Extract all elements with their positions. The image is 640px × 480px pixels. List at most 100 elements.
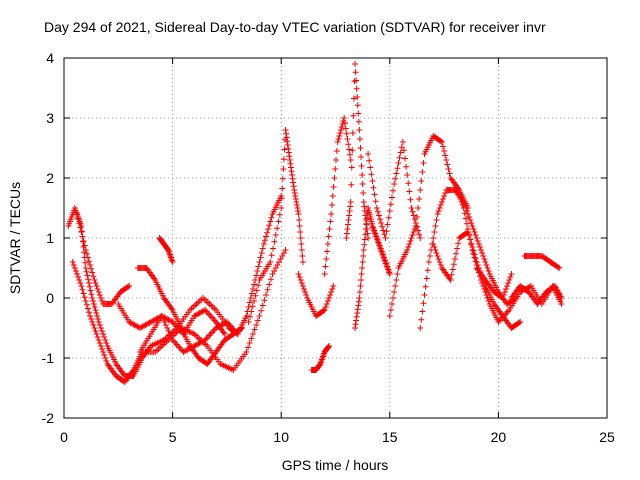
data-point — [257, 254, 264, 261]
data-point — [90, 273, 97, 280]
data-point — [75, 215, 82, 222]
data-point — [446, 170, 453, 177]
data-point — [206, 332, 213, 339]
data-point — [481, 256, 488, 262]
data-point — [347, 157, 354, 163]
data-point — [291, 187, 298, 193]
data-point — [344, 221, 351, 228]
data-point — [92, 328, 99, 334]
data-point — [276, 211, 283, 218]
data-point — [87, 287, 94, 294]
data-point — [84, 272, 91, 279]
data-point — [265, 226, 272, 232]
data-point — [449, 266, 456, 273]
data-point — [417, 187, 424, 193]
data-point — [394, 271, 401, 277]
data-point — [246, 313, 253, 320]
series-track-u — [508, 283, 565, 307]
data-point — [87, 262, 94, 268]
data-point — [243, 349, 250, 355]
data-point — [432, 247, 439, 253]
data-point — [327, 218, 334, 225]
data-point — [282, 127, 289, 133]
data-point — [392, 283, 399, 289]
y-axis-label: SDTVAR / TECUs — [7, 182, 23, 294]
data-point — [95, 289, 102, 295]
data-point — [256, 259, 263, 265]
data-point — [208, 329, 215, 336]
data-point — [431, 229, 438, 235]
data-point — [332, 166, 339, 172]
data-point — [346, 151, 353, 158]
data-point — [361, 203, 368, 210]
data-point — [503, 286, 510, 292]
data-point — [478, 247, 485, 253]
data-point — [295, 208, 302, 214]
data-point — [349, 130, 356, 136]
data-point — [368, 171, 375, 178]
data-point — [450, 261, 457, 268]
data-point — [289, 175, 296, 182]
data-point — [283, 130, 290, 137]
data-point — [76, 220, 83, 226]
data-point — [295, 271, 302, 277]
data-point — [470, 226, 477, 232]
data-point — [359, 259, 366, 265]
data-point — [296, 223, 303, 229]
data-point — [267, 218, 274, 225]
data-point — [103, 340, 110, 346]
data-point — [321, 271, 328, 277]
data-point — [406, 241, 413, 247]
data-point — [463, 220, 470, 227]
data-point — [284, 138, 291, 145]
data-point — [238, 325, 245, 332]
data-point — [324, 248, 331, 255]
data-point — [203, 308, 210, 315]
data-point — [275, 218, 282, 225]
data-point — [100, 331, 107, 337]
data-point — [485, 298, 492, 304]
data-point — [169, 337, 176, 343]
data-point — [264, 286, 271, 293]
data-point — [388, 301, 395, 307]
data-point — [484, 265, 491, 271]
data-point — [357, 145, 364, 151]
data-point — [354, 102, 361, 109]
data-point — [440, 143, 447, 150]
data-point — [455, 240, 462, 247]
data-point — [221, 331, 228, 337]
data-point — [430, 235, 437, 241]
data-point — [328, 211, 335, 217]
data-point — [256, 313, 263, 319]
data-point — [72, 268, 79, 274]
data-point — [344, 226, 351, 232]
grid — [64, 58, 607, 418]
series-track-g — [156, 235, 176, 265]
data-point — [454, 187, 461, 193]
data-point — [355, 302, 362, 309]
data-point — [443, 157, 450, 163]
data-point — [284, 142, 291, 148]
data-point — [404, 247, 411, 253]
data-point — [485, 268, 492, 274]
x-tick-label: 0 — [60, 429, 68, 445]
data-point — [417, 325, 424, 331]
data-point — [354, 306, 361, 313]
data-point — [93, 331, 100, 337]
series-track-i — [295, 271, 337, 319]
data-point — [166, 331, 173, 337]
data-point — [298, 241, 305, 247]
data-point — [271, 238, 278, 245]
data-point — [93, 283, 100, 289]
data-point — [388, 194, 395, 201]
data-point — [359, 172, 366, 178]
data-point — [292, 196, 299, 202]
data-point — [270, 245, 277, 252]
data-point — [354, 94, 361, 100]
data-point — [82, 259, 89, 266]
data-point — [558, 301, 565, 307]
data-point — [246, 340, 253, 346]
data-point — [346, 146, 353, 153]
data-point — [103, 358, 110, 364]
